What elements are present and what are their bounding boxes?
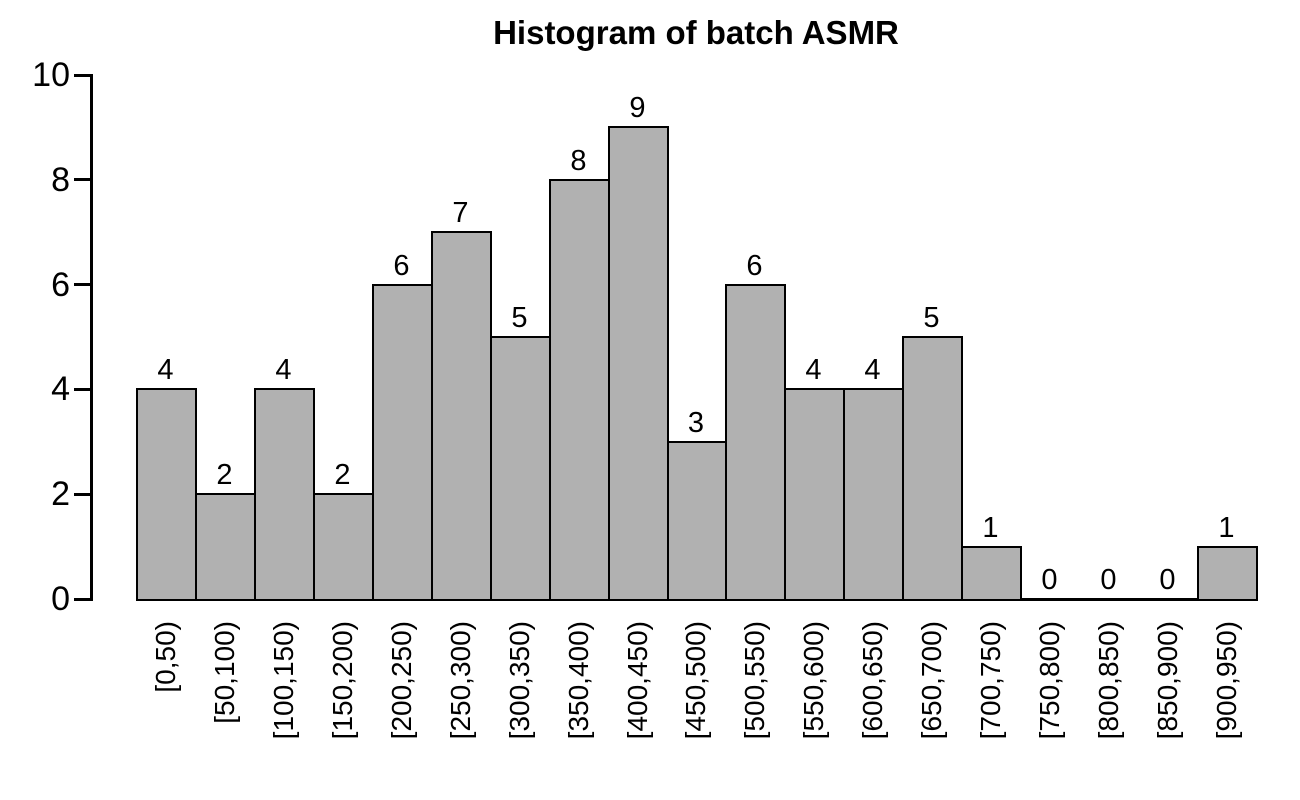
bar-value-label: 8 xyxy=(570,145,587,177)
x-tick-label-text: [650,700) xyxy=(916,621,947,740)
bar-value-label: 6 xyxy=(393,250,410,282)
x-tick-label-text: [550,600) xyxy=(798,621,829,740)
histogram-bar xyxy=(136,388,197,601)
bar-value-label: 1 xyxy=(982,512,999,544)
x-tick-label-text: [450,500) xyxy=(680,621,711,740)
y-tick-mark xyxy=(74,597,91,601)
x-tick-label-text: [350,400) xyxy=(563,621,594,740)
bar-value-label: 0 xyxy=(1100,564,1117,596)
x-tick-label-text: [500,550) xyxy=(739,621,770,740)
histogram-bar xyxy=(549,179,610,601)
bar-value-label: 7 xyxy=(452,197,469,229)
x-tick-label-text: [900,950) xyxy=(1211,621,1242,740)
bar-value-label: 6 xyxy=(746,250,763,282)
histogram-bar xyxy=(784,388,845,601)
histogram-bar xyxy=(725,284,786,601)
histogram-bar xyxy=(254,388,315,601)
histogram-bar xyxy=(608,126,669,601)
bar-value-label: 5 xyxy=(923,302,940,334)
y-tick-mark xyxy=(74,283,91,287)
bar-value-label: 4 xyxy=(157,354,174,386)
x-tick-label-text: [100,150) xyxy=(268,621,299,740)
x-tick-label-text: [600,650) xyxy=(857,621,888,740)
histogram-bar xyxy=(195,493,256,601)
histogram-bar xyxy=(667,441,727,601)
y-tick-mark xyxy=(74,178,91,182)
y-tick-label: 6 xyxy=(51,265,70,304)
histogram-bar xyxy=(843,388,904,601)
x-tick-label-text: [0,50) xyxy=(150,621,181,693)
x-tick-label-text: [300,350) xyxy=(504,621,535,740)
bar-value-label: 4 xyxy=(864,354,881,386)
x-tick-label-text: [400,450) xyxy=(622,621,653,740)
x-tick-label-text: [250,300) xyxy=(445,621,476,740)
histogram-bar xyxy=(431,231,492,601)
x-tick-label-text: [850,900) xyxy=(1152,621,1183,740)
bar-value-label: 0 xyxy=(1041,564,1058,596)
y-axis-line xyxy=(90,74,93,601)
bar-value-label: 2 xyxy=(334,459,351,491)
bar-value-label: 4 xyxy=(805,354,822,386)
x-tick-label-text: [200,250) xyxy=(386,621,417,740)
y-tick-label: 0 xyxy=(51,580,70,618)
bar-value-label: 2 xyxy=(216,459,233,491)
bar-value-label: 1 xyxy=(1218,512,1235,544)
y-tick-label: 10 xyxy=(32,56,70,94)
histogram-bar xyxy=(490,336,551,601)
bar-value-label: 5 xyxy=(511,302,528,334)
y-tick-mark xyxy=(74,387,91,391)
x-tick-label-text: [750,800) xyxy=(1034,621,1065,740)
y-tick-mark xyxy=(74,492,91,496)
histogram-bar xyxy=(1197,546,1258,601)
x-tick-label-text: [700,750) xyxy=(975,621,1006,740)
histogram-bar xyxy=(372,284,433,601)
bar-value-label: 3 xyxy=(687,407,705,439)
y-tick-label: 8 xyxy=(51,160,70,199)
chart-title: Histogram of batch ASMR xyxy=(493,14,899,51)
bar-value-label: 4 xyxy=(275,354,292,386)
x-tick-label-text: [150,200) xyxy=(327,621,358,740)
bar-value-label: 0 xyxy=(1159,564,1176,596)
y-tick-label: 4 xyxy=(51,370,70,409)
y-tick-mark xyxy=(74,73,91,77)
histogram-bar xyxy=(961,546,1022,601)
y-tick-label: 2 xyxy=(51,475,70,514)
x-tick-label-text: [50,100) xyxy=(209,621,240,724)
bar-value-label: 9 xyxy=(629,92,646,124)
histogram-bar xyxy=(902,336,963,601)
histogram-bar xyxy=(313,493,374,601)
x-tick-label-text: [800,850) xyxy=(1093,621,1124,740)
